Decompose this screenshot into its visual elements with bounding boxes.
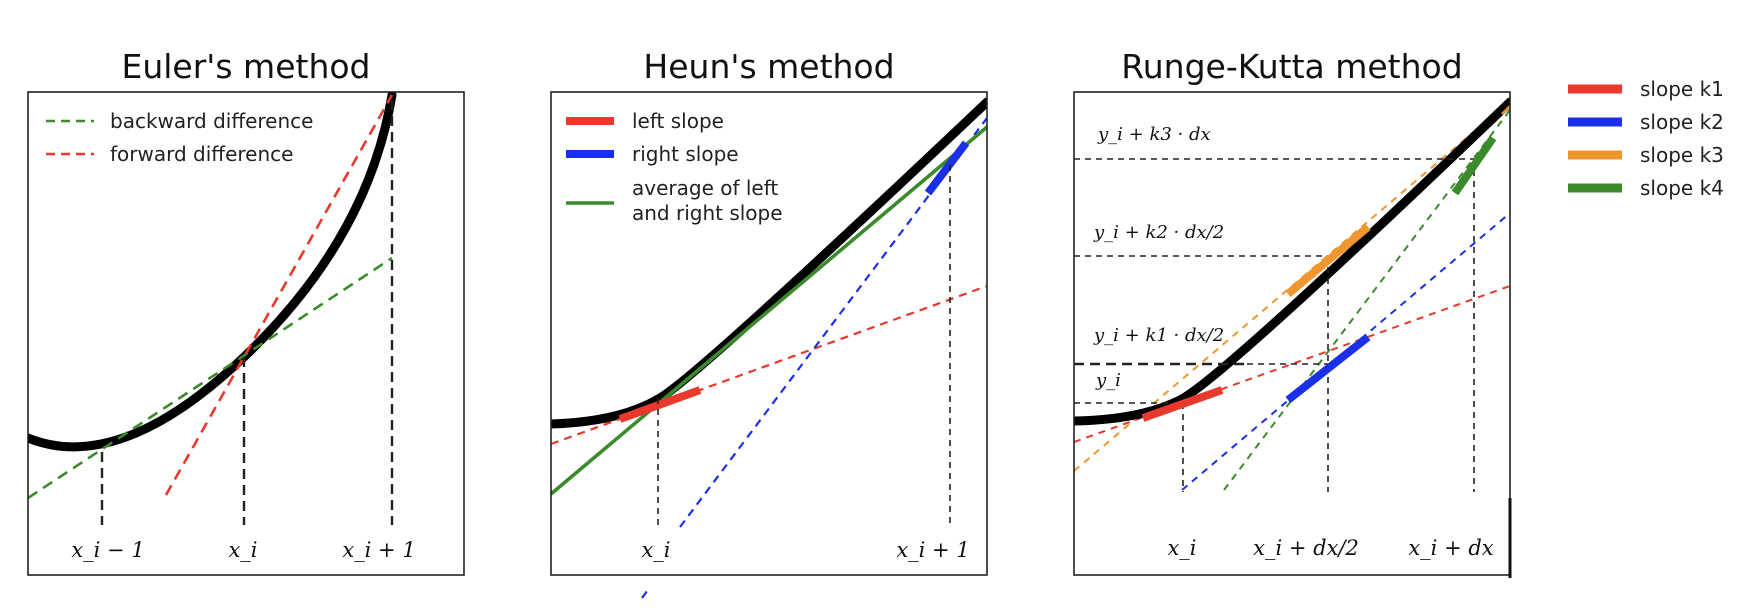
euler-xlabel-xi: x_i <box>228 538 257 562</box>
rk-ylabel-k1: y_i + k1 · dx/2 <box>1093 325 1224 346</box>
euler-title: Euler's method <box>122 47 371 86</box>
euler-xlabel-xi-plus-1: x_i + 1 <box>342 538 415 562</box>
rk-ylabel-k3: y_i + k3 · dx <box>1097 124 1211 145</box>
legend-slope-k4: slope k4 <box>1640 176 1724 200</box>
rk-y-labels: y_i + k3 · dx y_i + k2 · dx/2 y_i + k1 ·… <box>1093 124 1224 391</box>
rk-k4-extension <box>1223 109 1510 491</box>
heun-right-slope-segment <box>924 140 970 196</box>
rk-curve <box>1074 97 1510 426</box>
heun-blue-below-axis <box>641 586 651 599</box>
legend-slope-k1: slope k1 <box>1640 77 1724 101</box>
legend-average-line-2: and right slope <box>632 201 783 225</box>
rk-k2-segment <box>1285 333 1371 404</box>
heun-axes-frame <box>550 91 988 576</box>
heun-xlabel-xi: x_i <box>641 538 670 562</box>
heun-title: Heun's method <box>643 47 894 86</box>
rk-xlabel-xi: x_i <box>1167 536 1196 560</box>
legend-average-line-1: average of left <box>632 176 778 200</box>
rk-xlabel-dx: x_i + dx <box>1408 536 1493 560</box>
legend-backward-difference: backward difference <box>110 109 313 133</box>
euler-backward-difference-line <box>28 256 393 500</box>
heun-curve <box>551 97 987 429</box>
heun-x-labels: x_i x_i + 1 <box>641 538 969 562</box>
rk-x-labels: x_i x_i + dx/2 x_i + dx <box>1167 536 1493 560</box>
rk-k3-segment <box>1285 223 1371 298</box>
euler-x-labels: x_i − 1 x_i x_i + 1 <box>71 538 415 562</box>
heun-xlabel-xi-plus-1: x_i + 1 <box>896 538 969 562</box>
heun-legend: left slope right slope average of left a… <box>566 109 783 225</box>
rk-k1-segment <box>1141 386 1224 422</box>
euler-legend: backward difference forward difference <box>46 109 313 166</box>
euler-xlabel-xi-minus-1: x_i − 1 <box>71 538 144 562</box>
euler-forward-difference-line <box>164 94 394 496</box>
rk-axes-frame <box>1073 91 1511 576</box>
rk-ylabel-k2: y_i + k2 · dx/2 <box>1093 222 1224 243</box>
euler-panel: Euler's method backward difference forwa… <box>27 47 465 576</box>
legend-left-slope: left slope <box>632 109 724 133</box>
rk-yellow-corner-tick <box>1501 105 1511 115</box>
heun-left-slope-segment <box>618 386 702 423</box>
rk-panel: Runge-Kutta method <box>1073 47 1512 578</box>
legend-slope-k3: slope k3 <box>1640 143 1724 167</box>
euler-axes-frame <box>27 91 465 576</box>
side-legend: slope k1 slope k2 slope k3 slope k4 <box>1568 77 1724 200</box>
heun-average-slope-line <box>551 125 987 496</box>
rk-xlabel-half: x_i + dx/2 <box>1253 536 1359 560</box>
rk-ylabel-yi: y_i <box>1095 370 1121 391</box>
heun-panel: Heun's method left slope right slope ave… <box>550 47 988 599</box>
rk-k4-segment <box>1451 135 1497 196</box>
rk-title: Runge-Kutta method <box>1121 47 1462 86</box>
legend-forward-difference: forward difference <box>110 142 293 166</box>
legend-slope-k2: slope k2 <box>1640 110 1724 134</box>
legend-right-slope: right slope <box>632 142 739 166</box>
